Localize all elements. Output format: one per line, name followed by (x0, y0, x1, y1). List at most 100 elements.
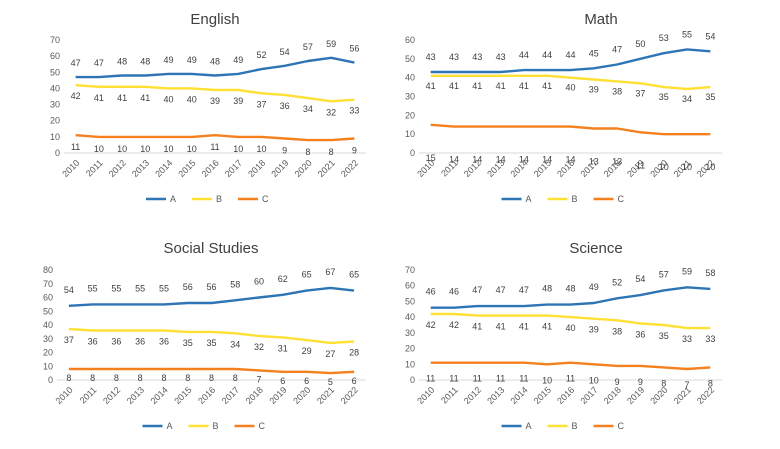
data-label: 42 (449, 320, 459, 330)
data-label: 8 (161, 373, 166, 383)
data-label: 50 (635, 39, 645, 49)
data-label: 36 (280, 101, 290, 111)
data-label: 39 (589, 325, 599, 335)
data-label: 48 (210, 57, 220, 67)
data-label: 13 (589, 157, 599, 167)
x-tick-label: 2020 (293, 158, 314, 179)
data-label: 44 (565, 50, 575, 60)
data-label: 14 (449, 155, 459, 165)
data-label: 11 (449, 374, 458, 384)
data-label: 41 (496, 322, 506, 332)
data-label: 41 (542, 322, 552, 332)
data-label: 10 (589, 375, 599, 385)
data-label: 32 (326, 107, 336, 117)
legend-label: B (572, 194, 578, 204)
data-label: 9 (638, 377, 643, 387)
data-label: 38 (612, 86, 622, 96)
x-tick-label: 2015 (176, 158, 197, 179)
data-label: 28 (349, 348, 359, 358)
data-label: 42 (426, 320, 436, 330)
data-label: 43 (472, 52, 482, 62)
data-label: 35 (206, 338, 216, 348)
data-label: 8 (209, 373, 214, 383)
data-label: 65 (302, 270, 312, 280)
chart-title: Math (584, 11, 617, 28)
legend-label: A (526, 194, 532, 204)
x-tick-label: 2012 (462, 385, 483, 406)
data-label: 10 (542, 375, 552, 385)
data-label: 49 (164, 55, 174, 65)
data-label: 39 (233, 96, 243, 106)
data-label: 15 (426, 153, 436, 163)
data-label: 41 (519, 81, 529, 91)
x-tick-label: 2014 (509, 385, 530, 406)
legend-label: C (618, 194, 625, 204)
data-label: 10 (256, 144, 266, 154)
data-label: 29 (302, 346, 312, 356)
data-label: 48 (565, 284, 575, 294)
series-line-c (430, 361, 711, 371)
x-tick-label: 2018 (246, 158, 267, 179)
series-line-c (430, 123, 711, 136)
data-label: 55 (682, 29, 692, 39)
data-label: 10 (140, 144, 150, 154)
x-tick-label: 2016 (196, 385, 217, 406)
x-tick-label: 2011 (78, 385, 99, 406)
data-label: 11 (519, 374, 528, 384)
y-tick-label: 40 (405, 312, 415, 322)
data-label: 54 (705, 31, 715, 41)
y-tick-label: 30 (50, 100, 60, 110)
x-tick-label: 2022 (339, 385, 360, 406)
legend: A B C (501, 421, 625, 431)
data-label: 43 (496, 52, 506, 62)
data-label: 10 (705, 162, 715, 172)
x-tick-label: 2016 (200, 158, 221, 179)
data-label: 34 (682, 94, 692, 104)
y-tick-label: 70 (43, 279, 53, 289)
data-label: 9 (352, 145, 357, 155)
series-line-a (68, 286, 355, 307)
data-label: 10 (233, 144, 243, 154)
data-label: 9 (282, 145, 287, 155)
y-tick-label: 50 (50, 67, 60, 77)
data-label: 8 (708, 378, 713, 388)
legend-label: A (170, 194, 176, 204)
data-label: 11 (473, 374, 482, 384)
legend: A B C (142, 421, 266, 431)
chart-title: Social Studies (163, 240, 258, 257)
data-label: 37 (64, 335, 74, 345)
data-label: 10 (187, 144, 197, 154)
data-label: 58 (230, 279, 240, 289)
y-tick-label: 20 (405, 110, 415, 120)
data-label: 11 (426, 374, 435, 384)
data-label: 49 (589, 282, 599, 292)
data-label: 48 (140, 57, 150, 67)
data-label: 49 (187, 55, 197, 65)
data-label: 34 (230, 339, 240, 349)
data-label: 58 (705, 268, 715, 278)
data-label: 55 (159, 283, 169, 293)
data-label: 34 (303, 104, 313, 114)
data-label: 41 (542, 81, 552, 91)
data-label: 8 (233, 373, 238, 383)
data-label: 54 (635, 274, 645, 284)
data-label: 5 (328, 377, 333, 387)
data-label: 55 (88, 283, 98, 293)
data-label: 8 (66, 373, 71, 383)
data-label: 41 (472, 322, 482, 332)
x-tick-label: 2021 (315, 385, 336, 406)
data-label: 7 (685, 380, 690, 390)
legend-label: A (526, 421, 532, 431)
data-label: 57 (659, 269, 669, 279)
data-label: 54 (64, 285, 74, 295)
data-label: 7 (257, 374, 262, 384)
x-tick-label: 2020 (291, 385, 312, 406)
data-label: 6 (280, 376, 285, 386)
y-tick-label: 0 (55, 148, 60, 158)
data-label: 9 (615, 377, 620, 387)
data-label: 43 (449, 52, 459, 62)
data-label: 11 (496, 374, 505, 384)
y-tick-label: 40 (50, 83, 60, 93)
y-tick-label: 0 (410, 148, 415, 158)
